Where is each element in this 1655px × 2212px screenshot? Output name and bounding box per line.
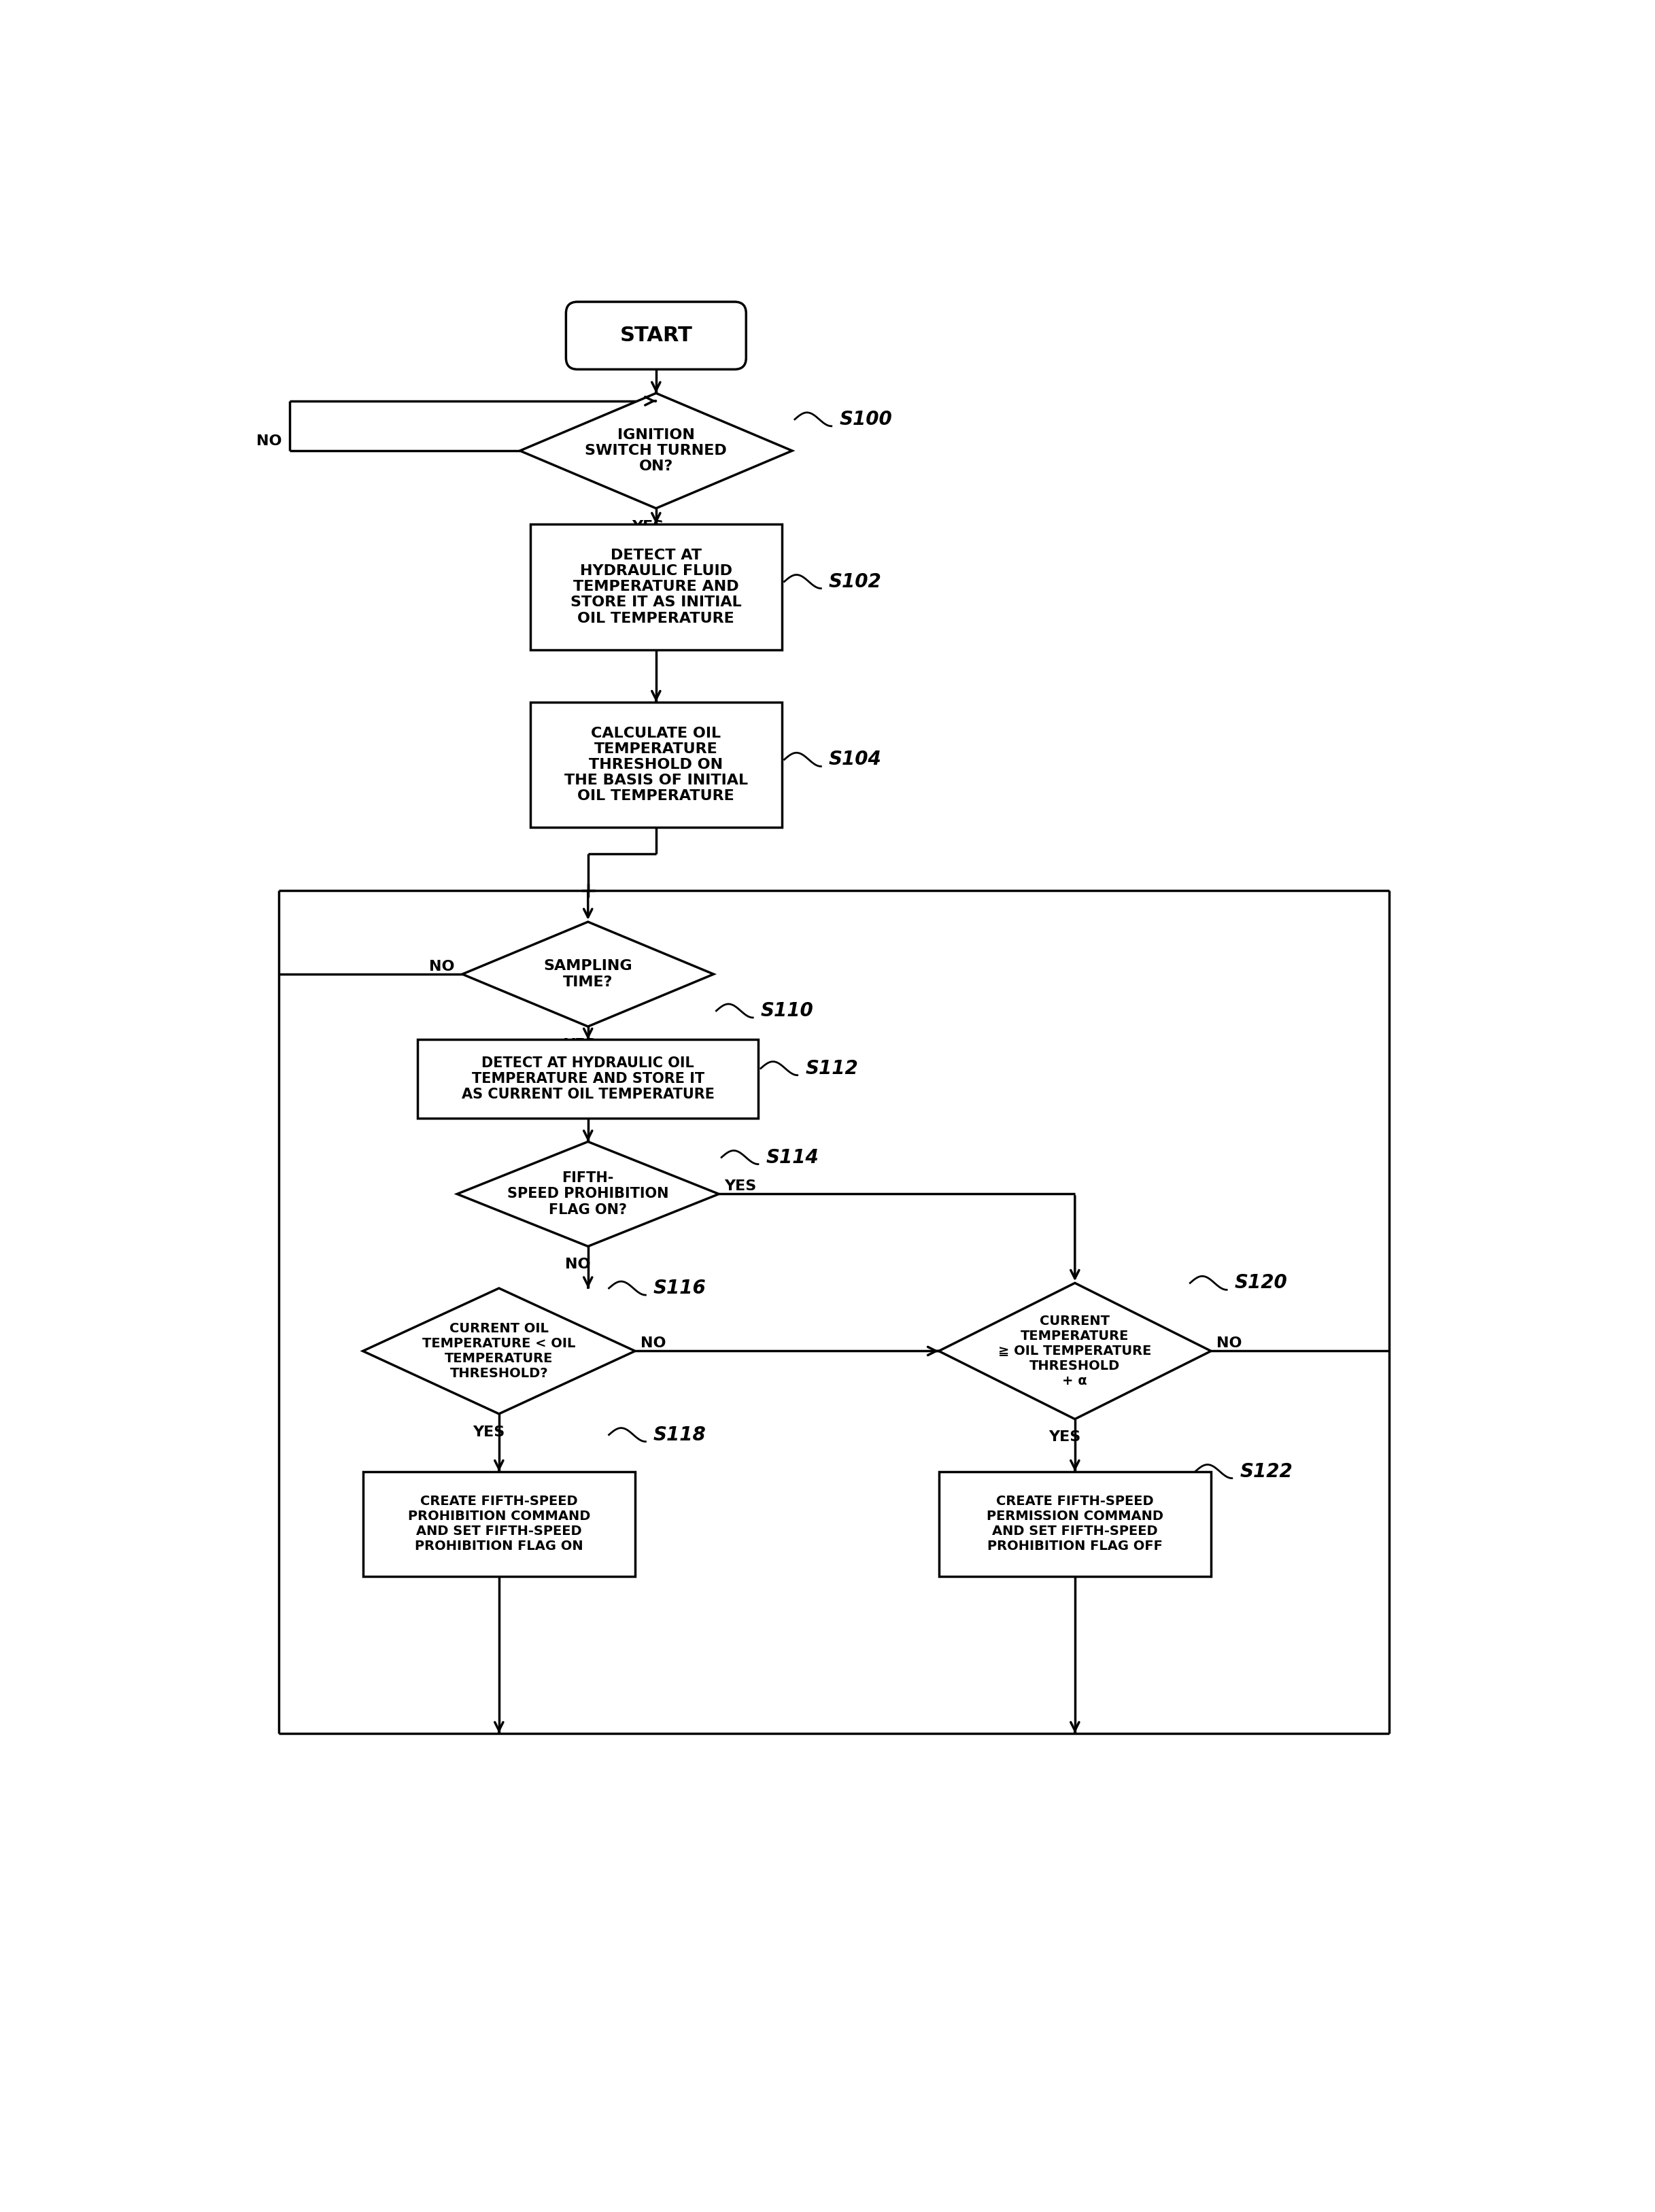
Polygon shape (938, 1283, 1211, 1420)
Text: NO: NO (564, 1259, 591, 1272)
Text: YES: YES (725, 1179, 756, 1192)
Text: S104: S104 (829, 750, 882, 770)
Text: YES: YES (1048, 1431, 1081, 1444)
Text: S110: S110 (761, 1002, 814, 1020)
Text: NO: NO (257, 434, 281, 449)
Text: SAMPLING
TIME?: SAMPLING TIME? (543, 960, 632, 989)
Text: YES: YES (564, 1037, 596, 1051)
Text: START: START (619, 325, 692, 345)
Polygon shape (462, 922, 713, 1026)
Text: CURRENT
TEMPERATURE
≧ OIL TEMPERATURE
THRESHOLD
+ α: CURRENT TEMPERATURE ≧ OIL TEMPERATURE TH… (998, 1314, 1152, 1387)
Bar (362, 1471, 636, 1577)
Text: CREATE FIFTH-SPEED
PROHIBITION COMMAND
AND SET FIFTH-SPEED
PROHIBITION FLAG ON: CREATE FIFTH-SPEED PROHIBITION COMMAND A… (407, 1495, 591, 1553)
Text: CREATE FIFTH-SPEED
PERMISSION COMMAND
AND SET FIFTH-SPEED
PROHIBITION FLAG OFF: CREATE FIFTH-SPEED PERMISSION COMMAND AN… (986, 1495, 1163, 1553)
Text: S120: S120 (1235, 1274, 1288, 1292)
Text: S102: S102 (829, 573, 882, 591)
Polygon shape (457, 1141, 718, 1245)
Text: IGNITION
SWITCH TURNED
ON?: IGNITION SWITCH TURNED ON? (586, 429, 727, 473)
Text: YES: YES (472, 1425, 505, 1440)
Text: S116: S116 (654, 1279, 707, 1298)
Text: S112: S112 (806, 1060, 859, 1077)
Bar (530, 524, 781, 650)
Text: CURRENT OIL
TEMPERATURE < OIL
TEMPERATURE
THRESHOLD?: CURRENT OIL TEMPERATURE < OIL TEMPERATUR… (422, 1323, 576, 1380)
Text: S118: S118 (654, 1425, 707, 1444)
Text: NO: NO (429, 960, 455, 973)
Text: S114: S114 (766, 1148, 819, 1168)
Text: CALCULATE OIL
TEMPERATURE
THRESHOLD ON
THE BASIS OF INITIAL
OIL TEMPERATURE: CALCULATE OIL TEMPERATURE THRESHOLD ON T… (564, 726, 748, 803)
Text: YES: YES (632, 520, 664, 533)
Bar (938, 1471, 1211, 1577)
Polygon shape (520, 394, 793, 509)
Bar (417, 1040, 758, 1117)
Text: S100: S100 (839, 409, 892, 429)
Bar (530, 701, 781, 827)
Text: NO: NO (1216, 1336, 1241, 1349)
Text: FIFTH-
SPEED PROHIBITION
FLAG ON?: FIFTH- SPEED PROHIBITION FLAG ON? (506, 1172, 669, 1217)
FancyBboxPatch shape (566, 301, 746, 369)
Text: DETECT AT
HYDRAULIC FLUID
TEMPERATURE AND
STORE IT AS INITIAL
OIL TEMPERATURE: DETECT AT HYDRAULIC FLUID TEMPERATURE AN… (571, 549, 741, 626)
Text: DETECT AT HYDRAULIC OIL
TEMPERATURE AND STORE IT
AS CURRENT OIL TEMPERATURE: DETECT AT HYDRAULIC OIL TEMPERATURE AND … (462, 1057, 715, 1102)
Text: NO: NO (640, 1336, 665, 1349)
Text: S122: S122 (1240, 1462, 1293, 1482)
Polygon shape (362, 1287, 636, 1413)
